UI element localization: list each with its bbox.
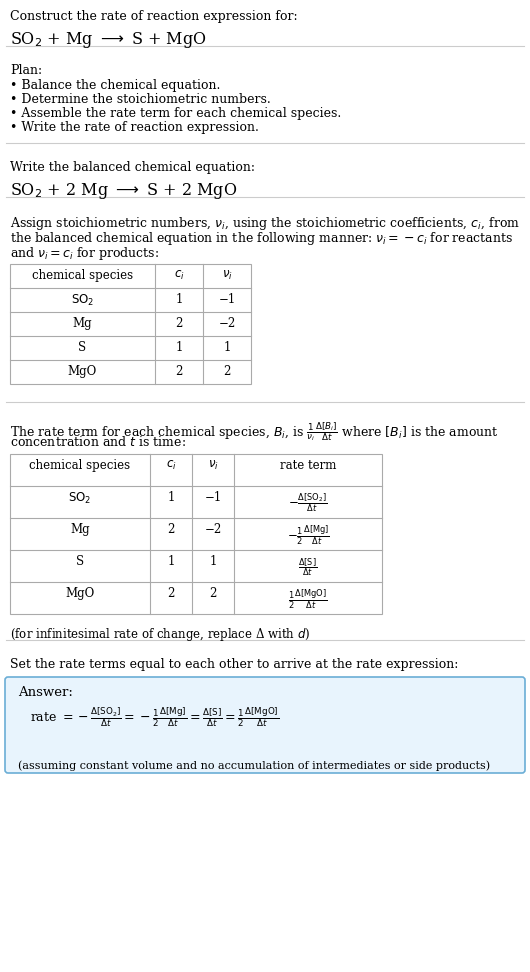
- Text: • Write the rate of reaction expression.: • Write the rate of reaction expression.: [10, 121, 259, 134]
- Text: 1: 1: [167, 555, 175, 568]
- Text: $-\frac{\Delta[\mathrm{SO_2}]}{\Delta t}$: $-\frac{\Delta[\mathrm{SO_2}]}{\Delta t}…: [288, 492, 328, 514]
- Text: Plan:: Plan:: [10, 64, 42, 77]
- Text: Set the rate terms equal to each other to arrive at the rate expression:: Set the rate terms equal to each other t…: [10, 658, 458, 671]
- Text: Mg: Mg: [73, 317, 92, 330]
- Text: $\mathrm{SO_2}$: $\mathrm{SO_2}$: [68, 491, 92, 506]
- Text: 1: 1: [167, 491, 175, 504]
- Text: $\nu_i$: $\nu_i$: [208, 459, 218, 472]
- Text: The rate term for each chemical species, $B_i$, is $\frac{1}{\nu_i}\frac{\Delta[: The rate term for each chemical species,…: [10, 420, 499, 443]
- Text: Construct the rate of reaction expression for:: Construct the rate of reaction expressio…: [10, 10, 298, 23]
- Text: concentration and $t$ is time:: concentration and $t$ is time:: [10, 435, 186, 449]
- Text: $\frac{1}{2}\frac{\Delta[\mathrm{MgO}]}{\Delta t}$: $\frac{1}{2}\frac{\Delta[\mathrm{MgO}]}{…: [288, 588, 328, 611]
- Text: 1: 1: [175, 293, 183, 306]
- Text: the balanced chemical equation in the following manner: $\nu_i = -c_i$ for react: the balanced chemical equation in the fo…: [10, 230, 513, 247]
- Text: • Assemble the rate term for each chemical species.: • Assemble the rate term for each chemic…: [10, 107, 341, 120]
- Text: Assign stoichiometric numbers, $\nu_i$, using the stoichiometric coefficients, $: Assign stoichiometric numbers, $\nu_i$, …: [10, 215, 520, 232]
- Bar: [10, 264, 251, 384]
- Text: • Balance the chemical equation.: • Balance the chemical equation.: [10, 79, 220, 92]
- Text: −2: −2: [205, 523, 222, 536]
- Text: and $\nu_i = c_i$ for products:: and $\nu_i = c_i$ for products:: [10, 245, 159, 262]
- Text: (for infinitesimal rate of change, replace Δ with $d$): (for infinitesimal rate of change, repla…: [10, 626, 311, 643]
- Text: Answer:: Answer:: [18, 686, 73, 699]
- Text: 2: 2: [175, 317, 183, 330]
- Text: (assuming constant volume and no accumulation of intermediates or side products): (assuming constant volume and no accumul…: [18, 760, 490, 771]
- Text: $\frac{\Delta[\mathrm{S}]}{\Delta t}$: $\frac{\Delta[\mathrm{S}]}{\Delta t}$: [298, 556, 317, 577]
- Text: $c_i$: $c_i$: [166, 459, 176, 472]
- FancyBboxPatch shape: [5, 677, 525, 773]
- Text: SO$_2$ + 2 Mg $\longrightarrow$ S + 2 MgO: SO$_2$ + 2 Mg $\longrightarrow$ S + 2 Mg…: [10, 181, 237, 201]
- Text: 2: 2: [223, 365, 231, 378]
- Text: MgO: MgO: [65, 587, 95, 600]
- Text: $\nu_i$: $\nu_i$: [222, 269, 233, 282]
- Text: 2: 2: [167, 523, 175, 536]
- Text: −1: −1: [218, 293, 236, 306]
- Text: S: S: [78, 341, 86, 354]
- Text: 1: 1: [209, 555, 217, 568]
- Text: • Determine the stoichiometric numbers.: • Determine the stoichiometric numbers.: [10, 93, 271, 106]
- Text: 2: 2: [175, 365, 183, 378]
- Text: Write the balanced chemical equation:: Write the balanced chemical equation:: [10, 161, 255, 174]
- Text: 1: 1: [223, 341, 231, 354]
- Text: MgO: MgO: [68, 365, 97, 378]
- Text: 1: 1: [175, 341, 183, 354]
- Text: Mg: Mg: [70, 523, 90, 536]
- Text: 2: 2: [209, 587, 217, 600]
- Text: rate $= -\frac{\Delta[\mathrm{SO_2}]}{\Delta t} = -\frac{1}{2}\frac{\Delta[\math: rate $= -\frac{\Delta[\mathrm{SO_2}]}{\D…: [30, 706, 279, 729]
- Text: $-\frac{1}{2}\frac{\Delta[\mathrm{Mg}]}{\Delta t}$: $-\frac{1}{2}\frac{\Delta[\mathrm{Mg}]}{…: [287, 524, 330, 547]
- Text: $c_i$: $c_i$: [174, 269, 184, 282]
- Text: −1: −1: [205, 491, 222, 504]
- Text: $\mathrm{SO_2}$: $\mathrm{SO_2}$: [71, 293, 94, 308]
- Text: rate term: rate term: [280, 459, 336, 472]
- Text: −2: −2: [218, 317, 236, 330]
- Text: S: S: [76, 555, 84, 568]
- Bar: [10, 454, 382, 614]
- Text: SO$_2$ + Mg $\longrightarrow$ S + MgO: SO$_2$ + Mg $\longrightarrow$ S + MgO: [10, 30, 207, 50]
- Text: 2: 2: [167, 587, 175, 600]
- Text: chemical species: chemical species: [32, 269, 133, 282]
- Text: chemical species: chemical species: [30, 459, 130, 472]
